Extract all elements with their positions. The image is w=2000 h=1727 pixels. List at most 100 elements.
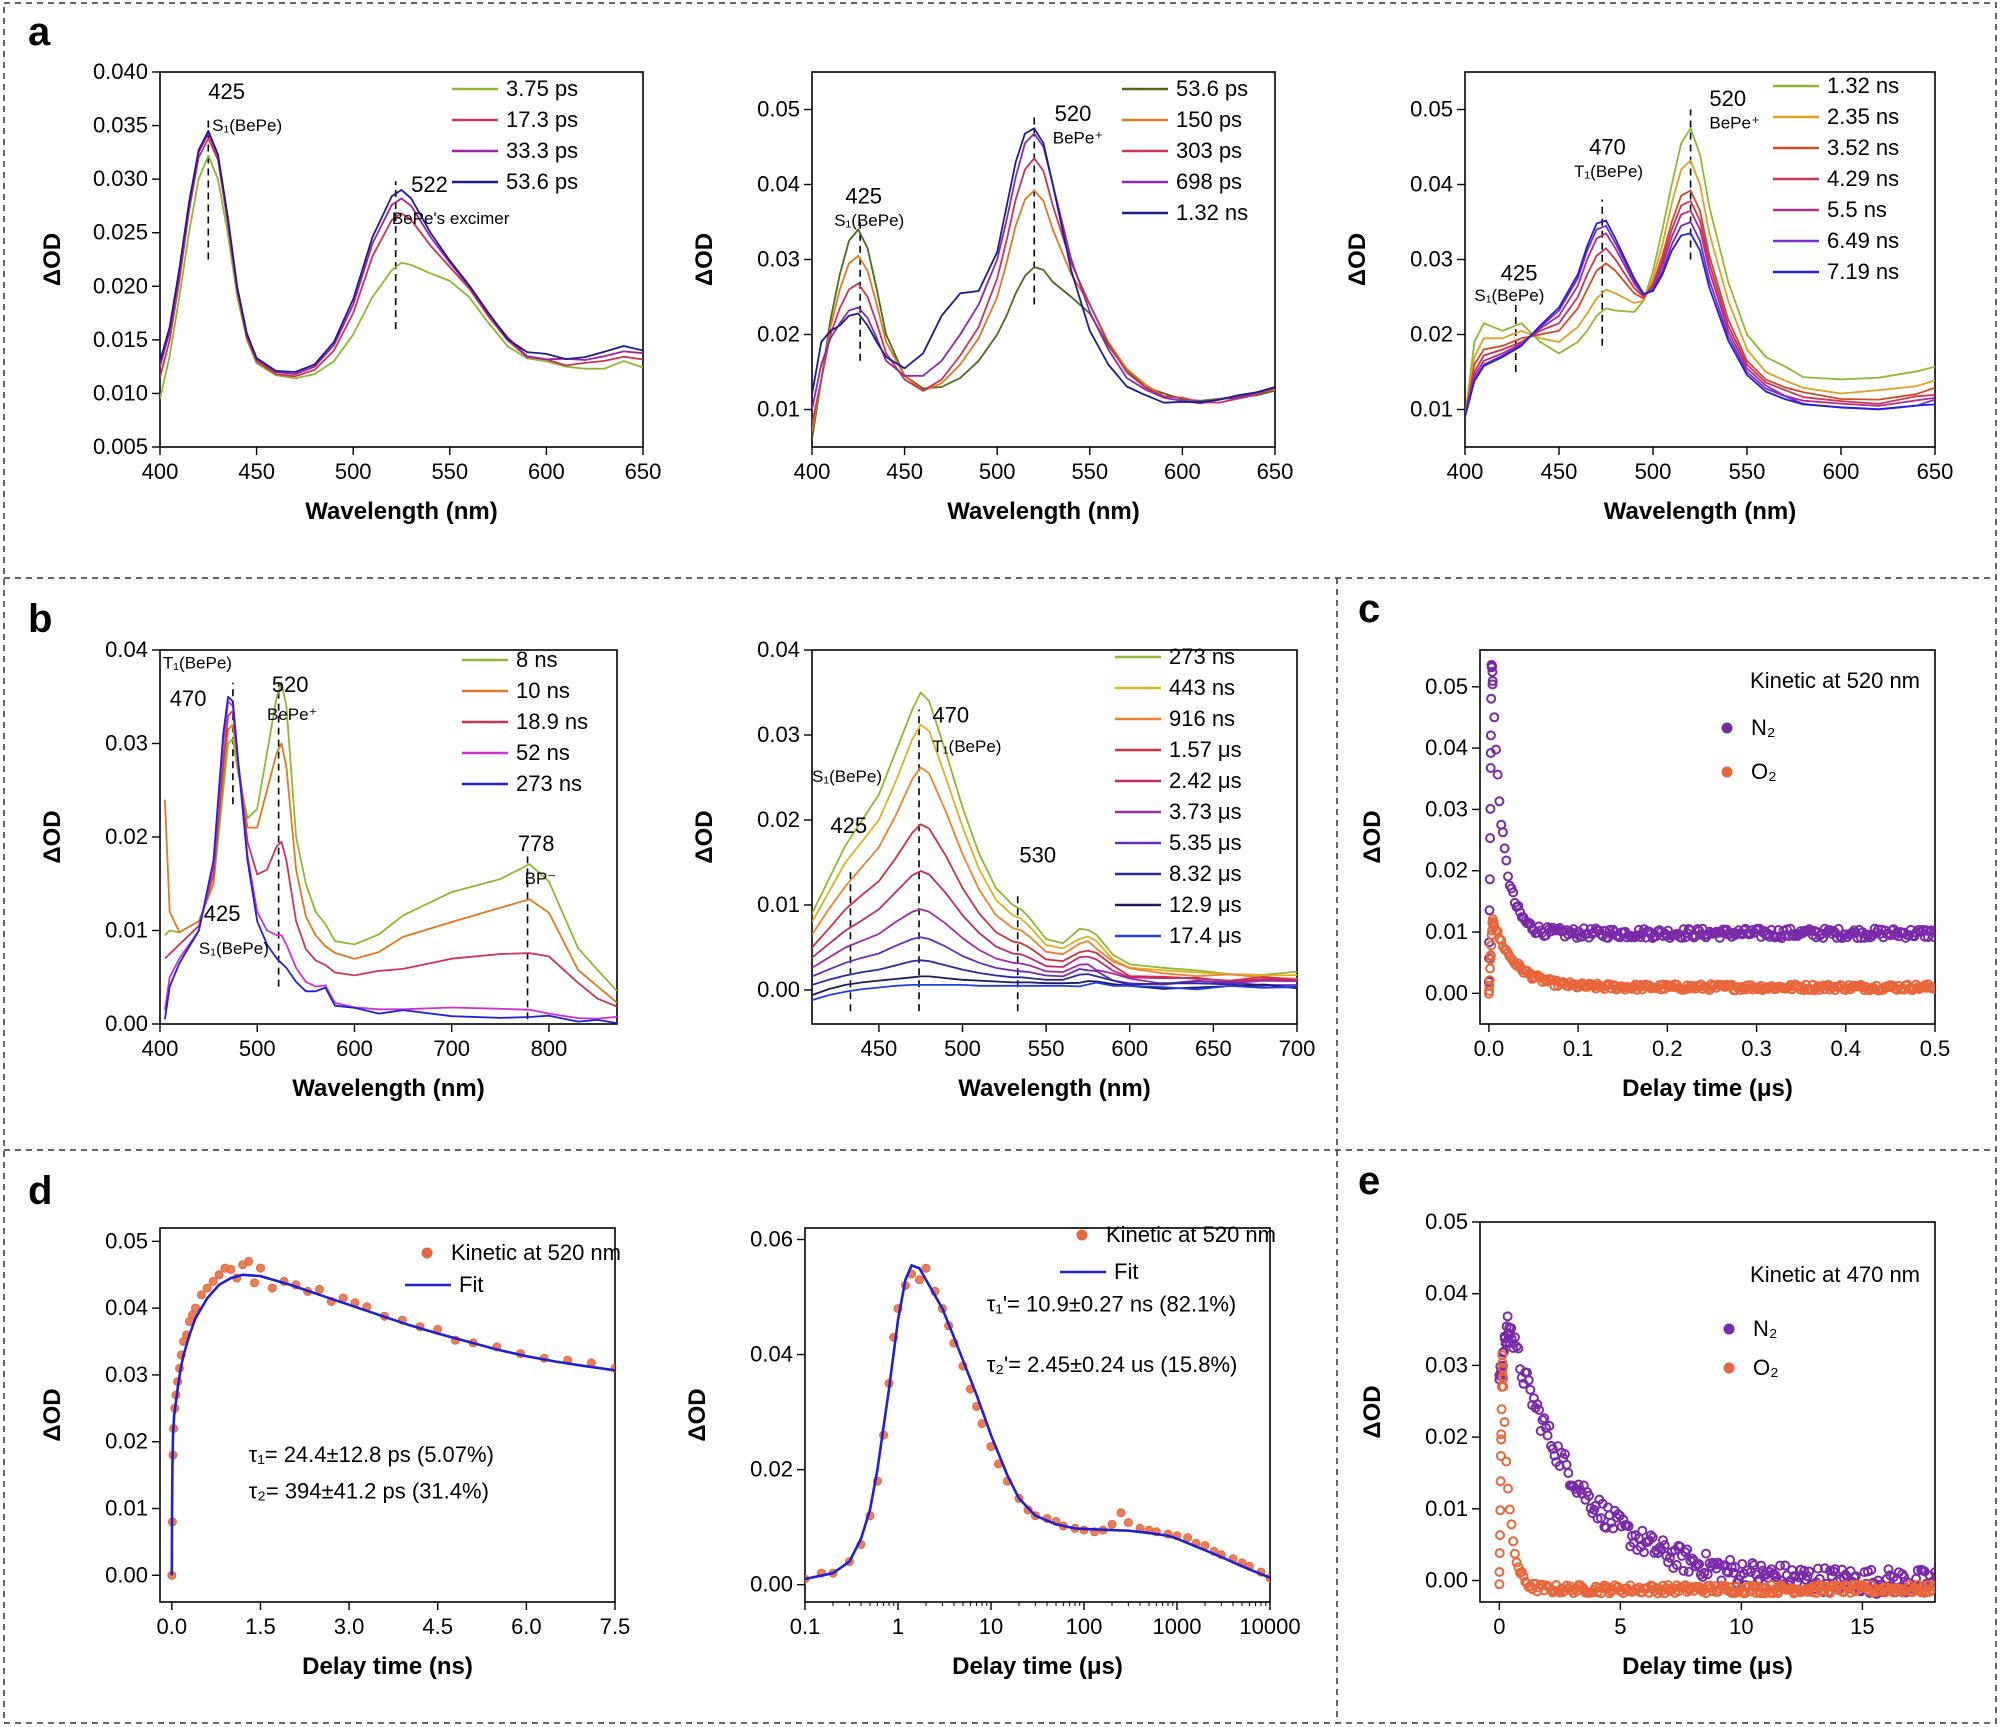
- y-tick-label-d1: 0.01: [105, 1496, 148, 1521]
- x-tick-label-d2: 1000: [1153, 1614, 1202, 1639]
- legend-label-a2: 150 ps: [1176, 107, 1242, 132]
- outer-border: [3, 2, 1997, 1724]
- y-tick-label-c: 0.04: [1425, 735, 1468, 760]
- annotation-a2: S₁(BePe): [834, 211, 904, 230]
- legend-marker-e: [1723, 1362, 1735, 1374]
- kinetic-point-c-0: [1714, 932, 1725, 943]
- y-tick-label-a3: 0.02: [1410, 322, 1453, 347]
- x-tick-label-a3: 450: [1541, 459, 1578, 484]
- annotation-a1: BePe's excimer: [392, 209, 510, 228]
- x-tick-label-c: 0.4: [1830, 1036, 1861, 1061]
- legend-label-a1: 17.3 ps: [506, 107, 578, 132]
- y-tick-label-a1: 0.040: [93, 59, 148, 84]
- legend-label-d1: Fit: [459, 1272, 483, 1297]
- x-tick-label-d2: 100: [1066, 1614, 1103, 1639]
- kinetic-point-e-0: [1663, 1557, 1674, 1568]
- legend-label-b1: 273 ns: [516, 771, 582, 796]
- x-tick-label-a1: 450: [238, 459, 275, 484]
- x-tick-label-a1: 500: [335, 459, 372, 484]
- plot-area-b2: [812, 691, 1297, 1012]
- legend-label-a2: 53.6 ps: [1176, 76, 1248, 101]
- series-line-a3-1: [1465, 159, 1935, 418]
- x-tick-label-d1: 4.5: [422, 1614, 453, 1639]
- x-tick-label-b1: 500: [239, 1036, 276, 1061]
- series-line-a2-3: [812, 132, 1275, 410]
- chart-d2: 0.1 1 10 100 1000 10000 0.00 0.02 0.04 0.06 Delay …: [684, 1222, 1301, 1680]
- kinetic-point-e-0: [1687, 1553, 1698, 1564]
- kinetic-point-e-1: [1498, 1381, 1509, 1392]
- y-tick-label-c: 0.00: [1425, 980, 1468, 1005]
- legend-label-a2: 303 ps: [1176, 138, 1242, 163]
- y-tick-label-a2: 0.03: [757, 247, 800, 272]
- data-point-d1: [267, 1283, 277, 1293]
- kinetic-point-e-0: [1930, 1567, 1935, 1578]
- kinetic-point-e-1: [1495, 1505, 1506, 1516]
- annotation-b1: BP⁻: [525, 869, 557, 888]
- y-tick-label-a1: 0.010: [93, 380, 148, 405]
- y-tick-label-c: 0.03: [1425, 796, 1468, 821]
- y-tick-label-b1: 0.01: [105, 918, 148, 943]
- data-point-d2: [1123, 1518, 1133, 1528]
- x-tick-label-b1: 800: [531, 1036, 568, 1061]
- panel-letter-a: a: [28, 10, 51, 54]
- data-point-d2: [1183, 1533, 1193, 1543]
- legend-label-b2: 17.4 μs: [1169, 923, 1242, 948]
- kinetic-point-e-0: [1637, 1525, 1648, 1536]
- kinetic-point-e-0: [1701, 1548, 1711, 1559]
- kinetic-point-e-1: [1757, 1582, 1768, 1593]
- data-point-d1: [214, 1270, 224, 1280]
- kinetic-point-e-0: [1559, 1449, 1570, 1460]
- kinetic-point-e-1: [1494, 1567, 1505, 1577]
- y-tick-label-d1: 0.03: [105, 1362, 148, 1387]
- x-tick-label-b1: 400: [142, 1036, 179, 1061]
- kinetic-point-e-0: [1542, 1430, 1553, 1441]
- x-tick-label-b2: 500: [944, 1036, 981, 1061]
- x-tick-label-d1: 3.0: [334, 1614, 365, 1639]
- kinetic-point-e-0: [1523, 1375, 1534, 1386]
- x-tick-label-a1: 550: [431, 459, 468, 484]
- x-tick-label-a3: 650: [1917, 459, 1954, 484]
- panel-letter-e: e: [1358, 1159, 1380, 1203]
- kinetic-point-c-0: [1487, 666, 1498, 677]
- x-axis-title-a1: Wavelength (nm): [305, 498, 497, 525]
- annotation-d2: τ₁'= 10.9±0.27 ns (82.1%): [987, 1291, 1236, 1316]
- panel-letter-c: c: [1358, 587, 1380, 631]
- annotation-d1: τ₁= 24.4±12.8 ps (5.07%): [249, 1442, 494, 1467]
- kinetic-point-c-0: [1487, 679, 1498, 690]
- annotation-b1: 425: [204, 901, 241, 926]
- legend-label-b1: 18.9 ns: [516, 709, 588, 734]
- kinetic-point-e-1: [1496, 1404, 1507, 1415]
- annotation-a1: 522: [411, 172, 448, 197]
- x-tick-label-a2: 400: [794, 459, 831, 484]
- x-tick-label-d1: 1.5: [245, 1614, 276, 1639]
- chart-a3: 400 450 500 550 600 650 0.01 0.02 0.03 0.04 0.05 Wa…: [1344, 71, 1954, 525]
- kinetic-point-e-0: [1505, 1329, 1516, 1340]
- x-tick-label-d2: 0.1: [790, 1614, 821, 1639]
- kinetic-point-e-0: [1756, 1560, 1767, 1571]
- x-axis-title-c: Delay time (μs): [1622, 1075, 1793, 1102]
- kinetic-point-e-1: [1509, 1548, 1520, 1559]
- x-tick-label-e: 15: [1850, 1614, 1874, 1639]
- annotation-b2: 470: [932, 702, 969, 727]
- series-line-b1-4: [164, 695, 617, 1024]
- y-tick-label-a1: 0.020: [93, 273, 148, 298]
- y-tick-label-b1: 0.04: [105, 637, 148, 662]
- kinetic-point-e-0: [1539, 1413, 1550, 1424]
- legend-label-e: N₂: [1753, 1316, 1777, 1341]
- x-tick-label-a3: 550: [1729, 459, 1766, 484]
- legend-label-b2: 5.35 μs: [1169, 830, 1242, 855]
- kinetic-point-c-1: [1485, 963, 1496, 974]
- x-tick-label-a3: 600: [1823, 459, 1860, 484]
- x-tick-label-e: 5: [1614, 1614, 1626, 1639]
- annotation-b2: 530: [1019, 843, 1056, 868]
- kinetic-point-e-1: [1495, 1530, 1505, 1541]
- kinetic-point-c-0: [1485, 833, 1496, 844]
- legend-label-b1: 8 ns: [516, 647, 558, 672]
- plot-area-d1: [167, 1256, 615, 1580]
- x-axis-title-e: Delay time (μs): [1622, 1653, 1793, 1680]
- x-tick-label-a2: 500: [979, 459, 1016, 484]
- annotation-a3: T₁(BePe): [1574, 162, 1643, 181]
- legend-label-a3: 5.5 ns: [1827, 197, 1887, 222]
- y-tick-label-a1: 0.035: [93, 113, 148, 138]
- plot-area-e: [1494, 1311, 1935, 1599]
